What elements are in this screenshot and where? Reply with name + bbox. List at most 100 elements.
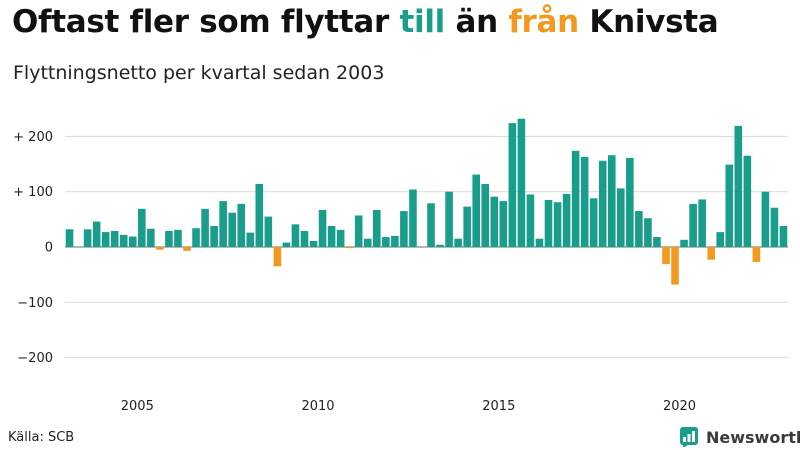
bar-negative (156, 247, 164, 250)
bar-positive (101, 232, 110, 247)
bar-positive (598, 160, 607, 247)
bar-positive (165, 230, 173, 247)
bar-positive (300, 230, 309, 247)
bar-positive (336, 229, 345, 247)
bar-positive (174, 229, 182, 247)
bar-positive (680, 239, 688, 247)
bar-negative (345, 247, 354, 249)
bar-positive (327, 225, 336, 247)
bar-positive (526, 194, 535, 248)
bar-positive (391, 235, 399, 247)
bar-positive (427, 203, 435, 247)
x-axis-ticks: 2005 2010 2015 2020 (121, 399, 696, 414)
bar-positive (517, 118, 526, 247)
x-tick-label: 2005 (121, 399, 154, 414)
bar-positive (246, 232, 255, 247)
bar-positive (147, 228, 155, 247)
title-fran-highlight: från (508, 4, 579, 40)
bar-positive (472, 174, 480, 247)
x-tick-label: 2015 (482, 399, 515, 414)
bar-positive (481, 183, 490, 247)
bar-negative (707, 247, 715, 260)
bar-positive (264, 216, 273, 248)
bar-negative (273, 247, 282, 267)
bar-positive (309, 240, 318, 247)
bar-positive (571, 150, 580, 247)
grid-lines (65, 135, 788, 359)
bar-positive (463, 206, 471, 247)
bar-positive (734, 125, 743, 247)
y-tick-label: −100 (17, 296, 53, 311)
bar-positive (653, 237, 661, 247)
bar-positive (445, 191, 453, 247)
bar-positive (698, 199, 706, 247)
bar-negative (662, 247, 670, 265)
bar-positive (201, 208, 209, 247)
bar-chart: + 200 + 100 0 −100 −200 2005 2010 2015 2020 (13, 118, 788, 414)
bar-positive (490, 196, 499, 247)
bar-positive (92, 221, 101, 247)
brand-logo[interactable]: Newsworthy (680, 427, 800, 447)
bar-positive (210, 225, 218, 247)
bar-negative (671, 247, 679, 285)
newsworthy-logo-icon (680, 427, 698, 447)
bar-positive (454, 238, 462, 247)
bar-positive (716, 232, 725, 247)
bar-positive (192, 228, 200, 247)
bar-positive (770, 207, 779, 247)
bar-positive (138, 208, 146, 247)
bar-positive (607, 155, 616, 247)
bar-positive (580, 156, 589, 247)
bar-positive (373, 209, 381, 247)
y-tick-label: + 100 (13, 185, 53, 200)
bar-positive (65, 229, 74, 247)
bar-positive (119, 234, 128, 247)
y-axis-ticks: + 200 + 100 0 −100 −200 (13, 130, 53, 366)
bar-positive (382, 237, 390, 247)
chart-subtitle: Flyttningsnetto per kvartal sedan 2003 (13, 62, 385, 84)
bar-positive (644, 218, 652, 247)
title-text-2: än (444, 4, 509, 40)
bar-positive (743, 155, 752, 247)
bar-negative (183, 247, 191, 251)
bar-positive (291, 224, 300, 247)
bar-positive (779, 225, 788, 247)
y-tick-label: 0 (45, 241, 53, 256)
y-tick-label: −200 (17, 351, 53, 366)
x-tick-label: 2010 (301, 399, 334, 414)
bar-positive (363, 238, 372, 247)
bar-positive (110, 230, 119, 247)
bar-positive (589, 198, 598, 247)
bar-positive (499, 201, 508, 247)
bar-positive (617, 188, 625, 247)
bar-positive (436, 244, 444, 247)
bar-positive (761, 191, 770, 247)
bar-positive (635, 211, 643, 248)
bar-positive (228, 212, 236, 247)
title-text-1: Oftast fler som flyttar (12, 4, 400, 40)
x-tick-label: 2020 (663, 399, 696, 414)
bar-positive (725, 164, 734, 247)
y-tick-label: + 200 (13, 130, 53, 145)
bar-positive (219, 201, 227, 247)
brand-name: Newsworthy (706, 427, 800, 447)
bar-positive (318, 209, 327, 247)
bar-positive (626, 157, 634, 247)
bar-positive (544, 200, 553, 248)
title-text-3: Knivsta (578, 4, 719, 40)
bar-negative (752, 247, 761, 262)
bar-positive (354, 215, 363, 247)
bar-positive (508, 123, 517, 247)
source-label: Källa: SCB (8, 430, 75, 445)
chart-title: Oftast fler som flyttar till än från Kni… (12, 4, 719, 40)
bar-positive (282, 242, 291, 247)
title-till-highlight: till (399, 4, 445, 40)
bar-positive (128, 236, 137, 247)
bar-positive (409, 189, 417, 247)
bar-positive (689, 203, 697, 247)
bar-positive (83, 229, 92, 247)
bar-positive (535, 238, 544, 247)
bar-positive (255, 183, 264, 247)
bar-positive (237, 203, 246, 247)
bar-positive (562, 193, 571, 247)
